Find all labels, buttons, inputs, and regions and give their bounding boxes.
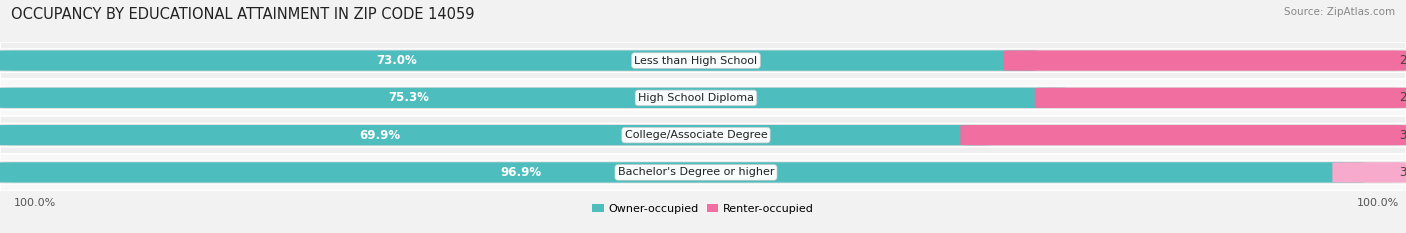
- FancyBboxPatch shape: [0, 86, 1406, 110]
- Text: College/Associate Degree: College/Associate Degree: [624, 130, 768, 140]
- FancyBboxPatch shape: [1035, 88, 1406, 108]
- Bar: [0, 79, 1406, 116]
- Bar: [0, 116, 1406, 154]
- Text: Bachelor's Degree or higher: Bachelor's Degree or higher: [617, 168, 775, 177]
- Bar: [0, 42, 1406, 79]
- FancyBboxPatch shape: [0, 125, 994, 145]
- Text: 27.0%: 27.0%: [1399, 54, 1406, 67]
- Text: 100.0%: 100.0%: [14, 198, 56, 208]
- FancyBboxPatch shape: [1333, 162, 1406, 183]
- Bar: [0, 154, 1406, 191]
- FancyBboxPatch shape: [0, 49, 1406, 72]
- Text: Source: ZipAtlas.com: Source: ZipAtlas.com: [1284, 7, 1395, 17]
- FancyBboxPatch shape: [1002, 50, 1406, 71]
- Text: 75.3%: 75.3%: [388, 91, 429, 104]
- FancyBboxPatch shape: [960, 125, 1406, 145]
- Text: 100.0%: 100.0%: [1357, 198, 1399, 208]
- Text: 69.9%: 69.9%: [360, 129, 401, 142]
- Text: 73.0%: 73.0%: [375, 54, 416, 67]
- Text: 3.1%: 3.1%: [1399, 166, 1406, 179]
- Text: 96.9%: 96.9%: [501, 166, 541, 179]
- Legend: Owner-occupied, Renter-occupied: Owner-occupied, Renter-occupied: [588, 199, 818, 218]
- Text: High School Diploma: High School Diploma: [638, 93, 754, 103]
- Text: Less than High School: Less than High School: [634, 56, 758, 65]
- FancyBboxPatch shape: [0, 161, 1406, 184]
- Text: OCCUPANCY BY EDUCATIONAL ATTAINMENT IN ZIP CODE 14059: OCCUPANCY BY EDUCATIONAL ATTAINMENT IN Z…: [11, 7, 475, 22]
- Text: 30.1%: 30.1%: [1399, 129, 1406, 142]
- Text: 24.7%: 24.7%: [1399, 91, 1406, 104]
- FancyBboxPatch shape: [0, 123, 1406, 147]
- FancyBboxPatch shape: [0, 162, 1367, 183]
- FancyBboxPatch shape: [0, 50, 1036, 71]
- FancyBboxPatch shape: [0, 88, 1069, 108]
